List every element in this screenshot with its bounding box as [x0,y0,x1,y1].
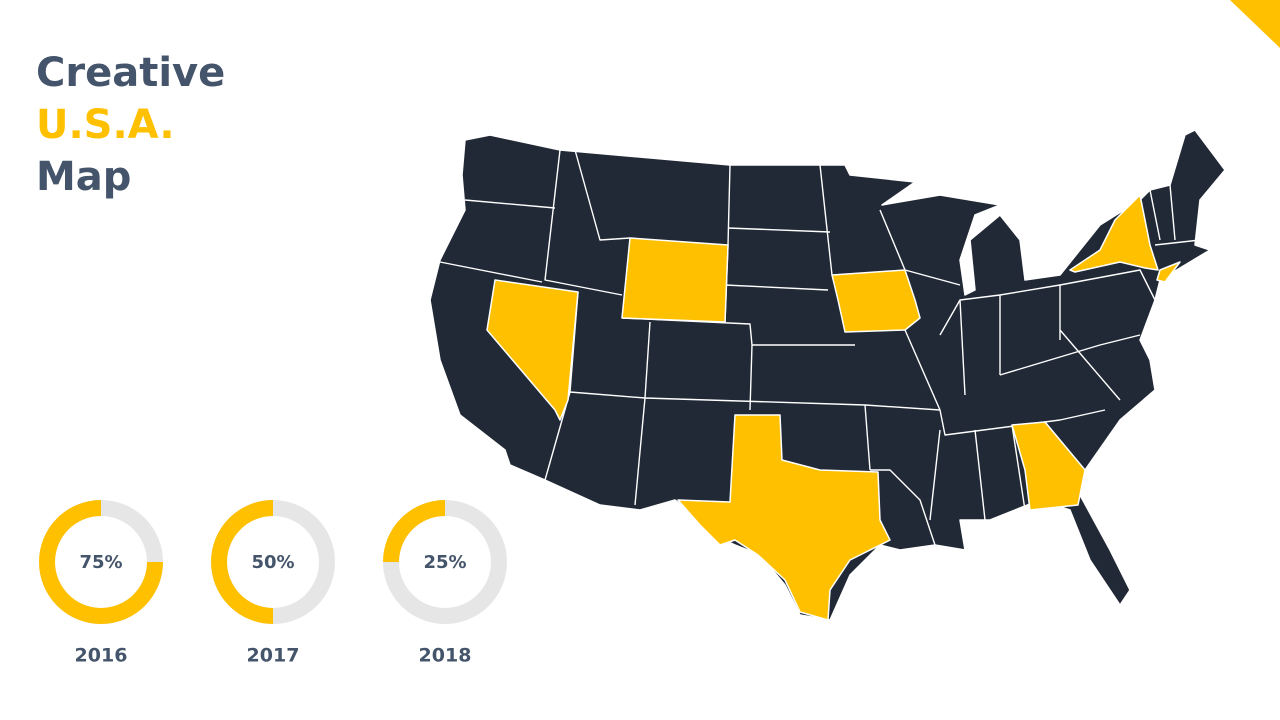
highlighted-state [1069,194,1159,273]
highlighted-state [621,237,729,323]
donut-arc [39,500,163,624]
donut-arc [383,500,446,563]
title-line: Map [36,154,131,200]
donut-label: 75% [79,552,122,573]
corner-accent [1230,0,1280,48]
donut-arc [211,500,274,624]
highlighted-state [831,269,921,333]
donut-caption: 2018 [419,645,472,667]
donut-caption: 2016 [75,645,128,667]
usa-map [429,129,1226,621]
highlighted-state [677,414,891,621]
highlighted-state [1156,261,1181,283]
highlighted-state [1011,421,1086,511]
donut-label: 25% [423,552,466,573]
highlighted-state [486,279,579,421]
donut-label: 50% [251,552,294,573]
donut-caption: 2017 [247,645,300,667]
donut-charts: 75% 2016 50% 2017 25% 2018 [39,500,507,667]
title-line: U.S.A. [36,102,175,148]
title-line: Creative [36,50,225,96]
